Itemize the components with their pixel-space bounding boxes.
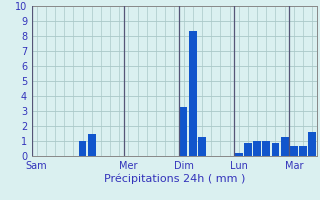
Bar [290, 146, 298, 156]
Bar [235, 153, 243, 156]
Bar [79, 141, 86, 156]
Bar [272, 142, 279, 156]
Bar [299, 146, 307, 156]
Bar [198, 137, 206, 156]
Bar [281, 137, 289, 156]
Bar [244, 142, 252, 156]
Bar [308, 132, 316, 156]
X-axis label: Précipitations 24h ( mm ): Précipitations 24h ( mm ) [104, 174, 245, 184]
Bar [189, 31, 197, 156]
Bar [262, 141, 270, 156]
Bar [180, 106, 188, 156]
Bar [253, 141, 261, 156]
Bar [88, 134, 96, 156]
